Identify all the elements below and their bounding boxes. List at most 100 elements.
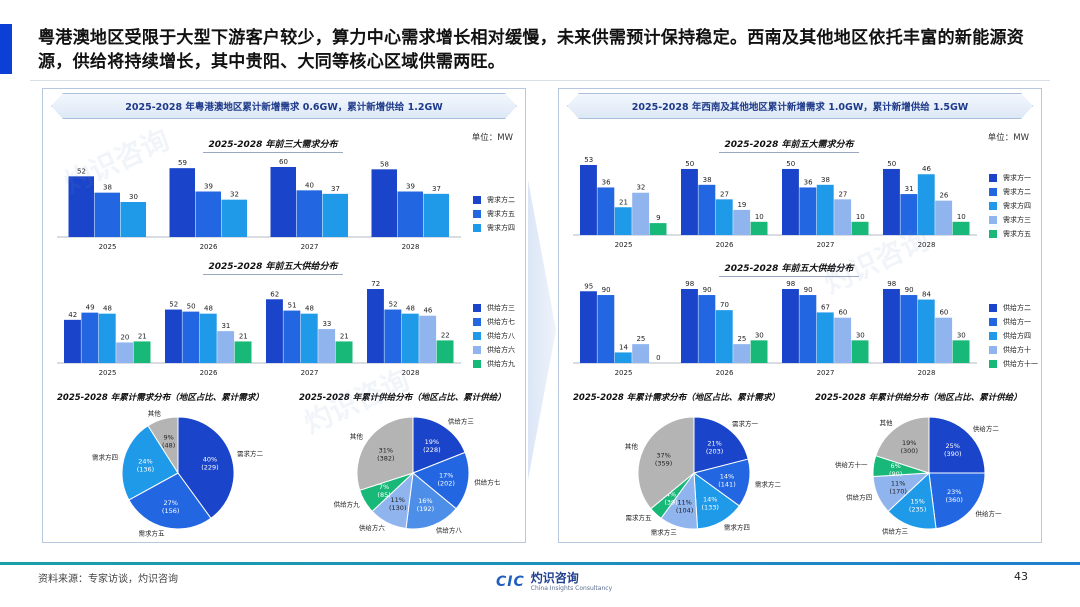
legend-label: 供给方四 [1003,332,1031,340]
pie-pct-label: 25% [946,442,960,450]
pie-slice [693,416,749,474]
bar [597,295,615,363]
bar [799,295,817,363]
legend-swatch [473,332,481,340]
bar [799,187,817,235]
legend-label: 需求方五 [1003,230,1031,238]
pie-category-label: 供给方三 [448,417,475,426]
bar-value-label: 38 [103,184,112,192]
x-tick-label: 2025 [615,369,633,377]
logo-mark: CIC [496,574,525,590]
pie-slice [412,451,470,510]
bar [883,168,900,235]
bar [199,313,217,363]
bar [614,352,632,363]
bar [614,207,632,235]
gba-supply-legend: 供给方三 供给方七 供给方八 供给方六 供给方九 [473,301,515,371]
legend-swatch [473,318,481,326]
pie-value-label: (300) [901,447,918,455]
pie-category-label: 需求方四 [92,453,118,462]
bar-value-label: 0 [656,354,660,362]
bar-value-label: 53 [584,156,593,164]
bar-value-label: 40 [305,181,314,189]
legend-item: 需求方二 [473,193,515,207]
bar [952,221,970,235]
bar [98,313,116,363]
pie-slice [875,416,930,474]
legend-swatch [989,230,997,238]
bar-value-label: 25 [737,335,746,343]
x-tick-label: 2028 [918,241,936,249]
legend-swatch [989,332,997,340]
bar [221,199,247,237]
bar-value-label: 90 [905,286,914,294]
bar [580,291,597,363]
legend-swatch [473,224,481,232]
southwest-unit-label: 单位：MW [987,133,1029,143]
legend-swatch [473,210,481,218]
bar-value-label: 62 [270,290,279,298]
bar-value-label: 95 [584,282,593,290]
bar-value-label: 50 [887,160,896,168]
pie-pct-label: 23% [947,488,961,496]
pie-value-label: (90) [889,470,902,478]
bar [900,194,918,235]
legend-swatch [989,360,997,368]
legend-swatch [989,216,997,224]
gba-demand-legend: 需求方二 需求方五 需求方四 [473,193,515,235]
legend-swatch [989,202,997,210]
pie-pct-label: 6% [891,462,901,470]
bar [782,289,799,363]
x-tick-label: 2025 [615,241,633,249]
x-tick-label: 2028 [402,369,420,377]
bar [436,340,454,363]
legend-item: 需求方三 [989,213,1031,227]
legend-item: 供给方七 [473,315,515,329]
page-number: 43 [1014,570,1028,583]
pie-pct-label: 9% [163,434,173,442]
bar-value-label: 48 [204,305,213,313]
legend-swatch [473,196,481,204]
pie-value-label: (359) [655,460,672,468]
bar-value-label: 42 [68,311,77,319]
legend-item: 需求方二 [989,185,1031,199]
bar [335,341,353,363]
bar-value-label: 19 [737,201,746,209]
legend-item: 供给方十 [989,343,1038,357]
bar [681,289,698,363]
legend-item: 供给方九 [473,357,515,371]
bar-value-label: 26 [939,192,948,200]
legend-label: 供给方六 [487,346,515,354]
legend-swatch [473,304,481,312]
legend-swatch [989,304,997,312]
bar-value-label: 37 [331,185,340,193]
x-tick-label: 2025 [99,369,117,377]
legend-label: 供给方八 [487,332,515,340]
bar [782,168,799,235]
bar-value-label: 90 [703,286,712,294]
pie-value-label: (133) [701,503,718,511]
bar [698,184,716,235]
bar-value-label: 10 [957,213,966,221]
pie-slice [637,416,695,510]
x-tick-label: 2026 [716,241,734,249]
legend-swatch [989,174,997,182]
bar-value-label: 21 [138,332,147,340]
bar [133,341,151,363]
pie-category-label: 供给方四 [846,493,872,502]
bar-value-label: 9 [656,214,660,222]
bar [81,312,99,363]
legend-label: 供给方十一 [1003,360,1038,368]
bar [649,223,667,235]
pie-pct-label: 11% [677,498,691,506]
pie-category-label: 需求方五 [626,513,653,522]
bar [750,340,768,363]
pie-category-label: 需求方三 [651,528,678,537]
bar [367,289,384,363]
bar [234,341,252,363]
southwest-banner: 2025-2028 年西南及其他地区累计新增需求 1.0GW，累计新增供给 1.… [567,93,1033,119]
pie-pct-label: 14% [703,495,717,503]
bar-value-label: 98 [887,280,896,288]
legend-label: 需求方二 [487,196,515,204]
